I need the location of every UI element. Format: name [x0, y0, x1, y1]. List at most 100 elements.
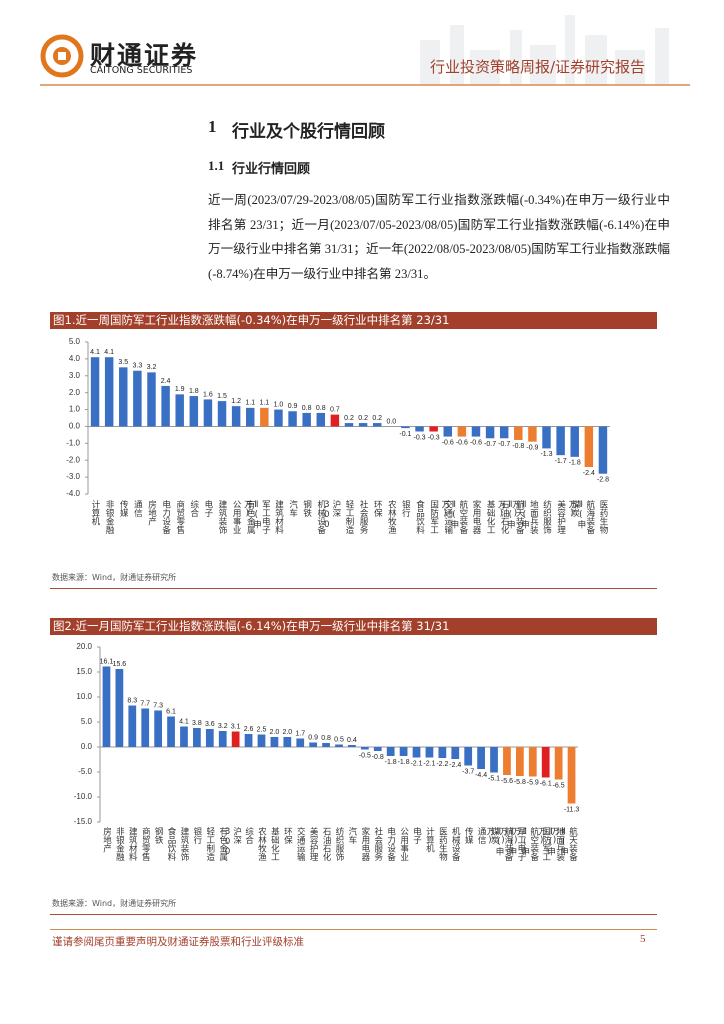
value-label: -0.3	[414, 434, 426, 441]
bar	[451, 747, 460, 759]
x-tick-label: 建筑装饰	[217, 500, 228, 534]
x-tick-label: 有色金属	[245, 500, 256, 534]
x-tick-label: 环保	[372, 500, 383, 517]
figure-rule	[50, 914, 657, 915]
x-tick-label: 基础化工	[485, 500, 496, 534]
bar	[358, 423, 368, 427]
page-number: 5	[640, 933, 646, 945]
bar	[464, 747, 473, 766]
x-tick-label: 非银金融	[114, 827, 125, 861]
x-tick-label: 食品饮料	[166, 827, 177, 861]
x-tick-label: 建筑装饰	[178, 827, 189, 861]
bar	[102, 666, 111, 747]
bar	[360, 747, 369, 750]
y-tick-label: 2.0	[69, 388, 81, 397]
value-label: 0.7	[330, 406, 340, 413]
bar	[115, 669, 124, 747]
value-label: -0.6	[470, 439, 482, 446]
x-tick-label: 电力设备	[160, 500, 171, 534]
bar	[373, 747, 382, 751]
value-label: 3.2	[147, 364, 157, 371]
x-tick-label: 有色金属	[217, 827, 228, 861]
section-heading: 行业及个股行情回顾	[232, 122, 385, 142]
bar	[141, 708, 150, 747]
x-tick-label: 房地产	[146, 500, 157, 526]
bar	[348, 745, 356, 747]
value-label: 2.0	[282, 729, 292, 736]
bar	[515, 747, 524, 776]
chart: -15.0 -10.0 -5.0 0.0 5.0 10.0 15.0 20.0 16.1 15.6…	[74, 642, 580, 826]
x-tick-label: 综合	[243, 827, 254, 844]
bar	[429, 426, 438, 432]
logo	[40, 34, 84, 78]
x-tick-label: 地面兵装Ⅱ(申万)	[536, 827, 565, 861]
value-label: 1.7	[295, 730, 305, 737]
bar	[415, 426, 424, 432]
bar	[154, 710, 163, 747]
bar	[528, 426, 537, 442]
bar	[288, 411, 297, 427]
value-label: 3.5	[118, 359, 128, 366]
x-tick-label: 军工电子Ⅱ(申万)	[497, 827, 526, 861]
x-tick-label: 国防军工	[540, 827, 551, 861]
x-tick-label: 地面兵装Ⅱ(申万)	[510, 500, 539, 534]
x-tick-label: 传媒	[463, 827, 474, 844]
bar	[175, 394, 184, 427]
bar	[260, 407, 269, 427]
x-tick-label: 计算机	[90, 500, 101, 526]
x-tick-label: 电子	[202, 500, 213, 517]
y-tick-label: 0.0	[81, 742, 93, 751]
bar	[399, 747, 408, 756]
y-tick-label: 4.0	[69, 354, 81, 363]
value-label: 2.4	[161, 378, 171, 385]
bar	[438, 747, 447, 758]
bar	[344, 423, 354, 427]
y-tick-label: 15.0	[76, 667, 92, 676]
value-label: 0.8	[316, 405, 326, 412]
bar	[330, 414, 340, 427]
value-label: 3.8	[192, 720, 202, 727]
y-tick-label: 3.0	[69, 371, 81, 380]
x-tick-label: 国防军工	[428, 500, 439, 534]
x-tick-label: 纺织服饰	[334, 827, 344, 861]
x-tick-label: 轻工制造	[204, 827, 215, 861]
x-tick-label: 农林牧渔	[256, 827, 267, 861]
value-label: 1.5	[217, 393, 227, 400]
x-tick-label: 电力设备	[385, 827, 396, 861]
value-label: 3.2	[218, 723, 228, 730]
x-tick-label: 美容护理	[555, 500, 566, 534]
value-label: -0.6	[456, 439, 468, 446]
value-label: 1.1	[245, 400, 255, 407]
bar	[244, 734, 253, 747]
value-label: -6.1	[540, 780, 552, 787]
bar	[386, 747, 395, 756]
y-tick-label: 5.0	[81, 717, 93, 726]
bar	[217, 401, 227, 427]
x-tick-label: 轻工制造	[344, 500, 354, 534]
value-label: -11.3	[564, 806, 580, 813]
x-tick-label: 军工电子Ⅱ(申万)	[242, 500, 271, 534]
footer-rule	[50, 929, 657, 930]
value-label: -2.1	[423, 760, 435, 767]
bar	[322, 743, 330, 747]
x-tick-label: 机械设备	[315, 500, 326, 534]
value-label: -5.1	[488, 775, 500, 782]
paragraph: 近一周(2023/07/29-2023/08/05)国防军工行业指数涨跌幅(-0…	[208, 193, 670, 281]
x-tick-label: 航空装备Ⅱ(申万)	[510, 827, 539, 861]
bar	[457, 426, 467, 437]
x-tick-label: 航海装备Ⅱ(申万)	[484, 827, 513, 861]
value-label: -2.4	[583, 470, 595, 477]
x-tick-label: 航天装备Ⅱ(申万)	[549, 827, 578, 861]
value-label: -0.7	[484, 441, 496, 448]
figure-title: 图2.近一月国防军工行业指数涨跌幅(-6.14%)在申万一级行业中排名第 31/…	[50, 618, 657, 635]
subsection-heading: 行业行情回顾	[232, 162, 311, 177]
value-label: -0.1	[399, 431, 411, 438]
bar	[161, 385, 170, 427]
value-label: 1.6	[203, 391, 213, 398]
value-label: -0.3	[428, 434, 440, 441]
header-graphic	[40, 15, 690, 86]
x-tick-label: 交通运输	[295, 827, 306, 861]
bar	[133, 370, 142, 427]
value-label: 2.5	[257, 726, 267, 733]
value-label: -3.7	[462, 768, 474, 775]
